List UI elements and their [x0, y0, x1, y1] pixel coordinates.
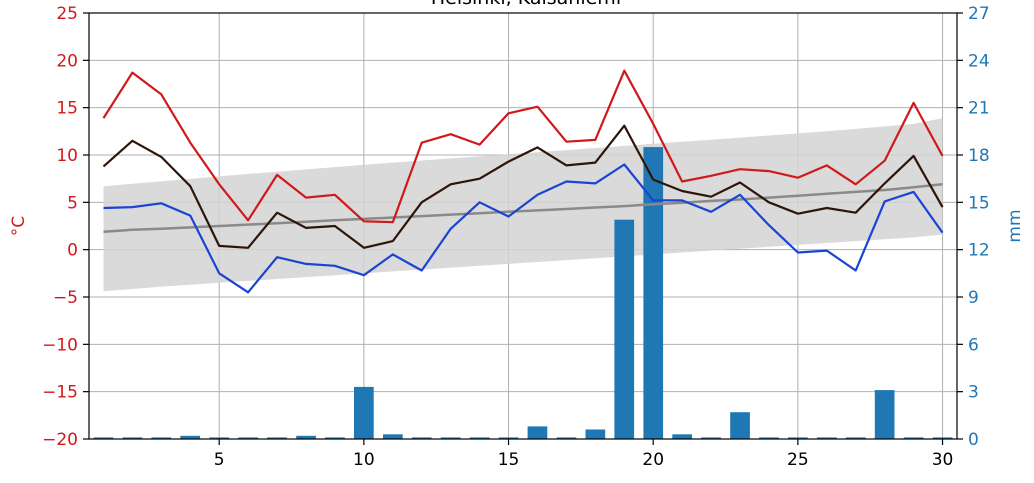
x-tick-label: 30: [932, 450, 954, 470]
precip-bar: [672, 434, 692, 439]
precip-bar: [469, 437, 490, 439]
precip-bar: [874, 390, 895, 439]
precip-bar: [817, 437, 837, 439]
precip-bar: [209, 437, 230, 439]
right-tick-label: 12: [968, 241, 990, 261]
left-tick-label: 15: [56, 99, 78, 119]
right-tick-label: 15: [968, 193, 990, 213]
left-axis-label: °C: [9, 216, 29, 236]
series-line: [103, 163, 944, 294]
precip-bar: [440, 437, 461, 439]
precip-bar: [498, 437, 519, 439]
precip-bar: [296, 435, 316, 439]
tick-labels: −20 −15 −10 −5 0 5 10 15 20 25 0 3 6 9 12 15 18 21 24 27 5 10…: [42, 4, 990, 470]
x-tick-label: 20: [642, 450, 664, 470]
right-axis-label: mm: [1005, 209, 1025, 242]
precip-bar: [325, 437, 345, 439]
right-tick-label: 27: [968, 4, 990, 24]
right-tick-label: 6: [968, 335, 979, 355]
right-tick-label: 18: [968, 146, 990, 166]
x-tick-label: 5: [214, 450, 225, 470]
precip-bar: [267, 437, 287, 439]
right-tick-label: 9: [968, 288, 979, 308]
temperature-lines: [102, 69, 944, 294]
precipitation-bars: [93, 147, 953, 439]
precip-bar: [585, 429, 606, 439]
precip-bar: [701, 437, 721, 439]
precip-bar: [527, 426, 548, 439]
precip-bar: [903, 437, 924, 439]
precip-bar: [122, 437, 143, 439]
left-tick-label: −10: [42, 335, 78, 355]
x-tick-label: 15: [498, 450, 520, 470]
x-tick-label: 25: [787, 450, 809, 470]
right-tick-label: 0: [968, 430, 979, 450]
precip-bar: [238, 437, 258, 439]
right-tick-label: 24: [968, 51, 990, 71]
left-tick-label: −5: [53, 288, 78, 308]
left-tick-label: 25: [56, 4, 78, 24]
precip-bar: [845, 437, 866, 439]
precip-bar: [93, 437, 114, 439]
precip-bar: [180, 435, 201, 439]
precip-bar: [383, 434, 403, 439]
precip-bar: [614, 219, 635, 439]
series-line: [103, 183, 943, 233]
axes: [83, 12, 963, 445]
precip-bar: [643, 147, 664, 439]
precip-bar: [556, 437, 577, 439]
right-tick-label: 3: [968, 383, 979, 403]
precip-bar: [411, 437, 432, 439]
plot-frame: [88, 12, 958, 440]
left-tick-label: 0: [67, 241, 78, 261]
left-tick-label: −20: [42, 430, 78, 450]
precip-bar: [759, 437, 779, 439]
right-tick-label: 21: [968, 99, 990, 119]
precip-bar: [730, 412, 750, 439]
precip-bar: [354, 386, 374, 439]
x-tick-label: 10: [353, 450, 375, 470]
left-tick-label: 5: [67, 193, 78, 213]
left-tick-label: −15: [42, 383, 78, 403]
left-tick-label: 10: [56, 146, 78, 166]
left-tick-label: 20: [56, 51, 78, 71]
series-line: [102, 69, 944, 224]
precip-bar: [788, 437, 808, 439]
series-line: [102, 124, 944, 249]
precip-bar: [932, 437, 953, 439]
chart-title: Helsinki, Kaisaniemi: [431, 0, 621, 9]
precip-bar: [151, 437, 172, 439]
